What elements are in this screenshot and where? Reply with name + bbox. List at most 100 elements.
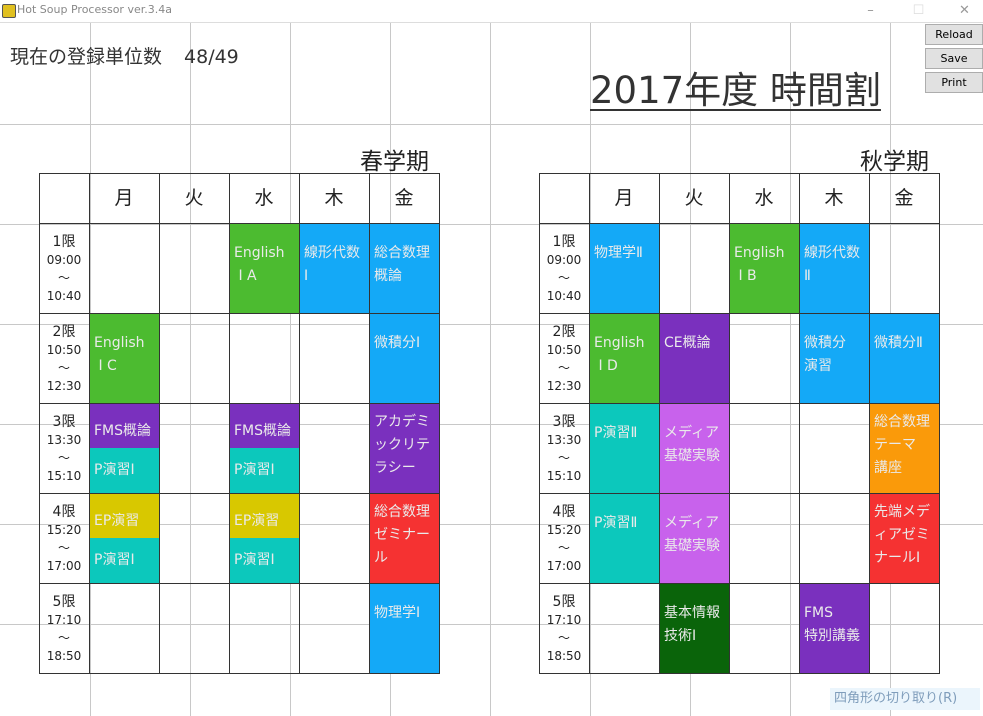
period-name: 1限 bbox=[552, 234, 576, 250]
period-end: 15:10 bbox=[46, 469, 82, 483]
table-border bbox=[659, 173, 660, 674]
class-cell[interactable]: FMS概論 bbox=[229, 403, 299, 448]
tooltip: 四角形の切り取り(R) bbox=[830, 688, 980, 710]
table-border bbox=[39, 493, 440, 494]
period-end: 10:40 bbox=[46, 289, 82, 303]
class-cell[interactable]: P演習Ⅱ bbox=[589, 493, 659, 583]
class-cell[interactable]: EP演習 bbox=[89, 493, 159, 538]
table-border bbox=[729, 173, 730, 674]
period-sep: ～ bbox=[57, 361, 70, 375]
class-cell[interactable]: 微積分Ⅱ bbox=[869, 313, 939, 403]
title-bar: Hot Soup Processor ver.3.4a – ☐ ✕ bbox=[0, 0, 983, 23]
grid-line bbox=[190, 23, 191, 716]
table-border bbox=[39, 673, 440, 674]
table-border bbox=[369, 173, 370, 674]
table-border bbox=[299, 173, 300, 674]
class-cell[interactable]: 先端メデ ィアゼミ ナールⅠ bbox=[869, 493, 939, 583]
class-cell[interactable]: 物理学Ⅰ bbox=[369, 583, 439, 673]
class-cell[interactable]: 物理学Ⅱ bbox=[589, 223, 659, 313]
units-value: 48/49 bbox=[184, 46, 239, 68]
class-cell[interactable]: CE概論 bbox=[659, 313, 729, 403]
period-name: 5限 bbox=[552, 594, 576, 610]
table-border bbox=[539, 313, 940, 314]
table-border bbox=[229, 173, 230, 674]
class-cell[interactable]: P演習Ⅰ bbox=[229, 448, 299, 493]
class-cell[interactable]: P演習Ⅰ bbox=[229, 538, 299, 583]
maximize-button[interactable]: ☐ bbox=[912, 3, 925, 18]
reload-button[interactable]: Reload bbox=[925, 24, 983, 45]
period-sep: ～ bbox=[57, 451, 70, 465]
period-label: 3限 13:30 ～ 15:10 bbox=[539, 403, 589, 493]
class-cell[interactable]: 基本情報 技術Ⅰ bbox=[659, 583, 729, 673]
period-end: 17:00 bbox=[46, 559, 82, 573]
period-start: 13:30 bbox=[546, 433, 582, 447]
table-border bbox=[539, 173, 540, 674]
table-border bbox=[799, 173, 800, 674]
minimize-button[interactable]: – bbox=[867, 3, 874, 18]
table-border bbox=[39, 223, 440, 224]
table-border bbox=[539, 493, 940, 494]
class-cell[interactable]: EP演習 bbox=[229, 493, 299, 538]
window-title: Hot Soup Processor ver.3.4a bbox=[17, 3, 172, 16]
class-cell[interactable]: 総合数理 概論 bbox=[369, 223, 439, 313]
class-cell[interactable]: 総合数理 ゼミナー ル bbox=[369, 493, 439, 583]
class-cell[interactable]: English I C bbox=[89, 313, 159, 403]
table-border bbox=[159, 173, 160, 674]
fall-term-title: 秋学期 bbox=[860, 149, 929, 175]
grid-line bbox=[0, 624, 983, 625]
day-header: 月 bbox=[114, 187, 134, 209]
period-end: 12:30 bbox=[46, 379, 82, 393]
period-start: 15:20 bbox=[46, 523, 82, 537]
day-header: 火 bbox=[184, 187, 204, 209]
grid-line bbox=[290, 23, 291, 716]
day-header: 水 bbox=[754, 187, 774, 209]
table-border bbox=[539, 223, 940, 224]
class-cell[interactable]: P演習Ⅱ bbox=[589, 403, 659, 493]
registered-units: 現在の登録単位数 48/49 bbox=[10, 42, 239, 69]
period-start: 13:30 bbox=[46, 433, 82, 447]
class-cell[interactable]: 微積分Ⅰ bbox=[369, 313, 439, 403]
class-cell[interactable]: アカデミ ックリテ ラシー bbox=[369, 403, 439, 493]
day-header: 金 bbox=[894, 187, 914, 209]
table-border bbox=[539, 403, 940, 404]
period-sep: ～ bbox=[557, 541, 570, 555]
period-sep: ～ bbox=[557, 631, 570, 645]
class-cell[interactable]: English I D bbox=[589, 313, 659, 403]
day-header: 木 bbox=[824, 187, 844, 209]
table-border bbox=[439, 173, 440, 674]
period-sep: ～ bbox=[57, 271, 70, 285]
print-button[interactable]: Print bbox=[925, 72, 983, 93]
class-cell[interactable]: メディア 基礎実験 bbox=[659, 493, 729, 583]
class-cell[interactable]: P演習Ⅰ bbox=[89, 448, 159, 493]
period-sep: ～ bbox=[57, 541, 70, 555]
class-cell[interactable]: メディア 基礎実験 bbox=[659, 403, 729, 493]
class-cell[interactable]: FMS 特別講義 bbox=[799, 583, 869, 673]
table-border bbox=[539, 173, 940, 174]
units-label: 現在の登録単位数 bbox=[10, 46, 163, 68]
day-header: 火 bbox=[684, 187, 704, 209]
class-cell[interactable]: English I A bbox=[229, 223, 299, 313]
spring-timetable: 月火水木金 1限 09:00 ～ 10:40 2限 10:50 ～ 12:30 3限 13:30 ～ 1… bbox=[39, 173, 440, 674]
save-button[interactable]: Save bbox=[925, 48, 983, 69]
grid-line bbox=[0, 324, 983, 325]
class-cell[interactable]: 総合数理 テーマ 講座 bbox=[869, 403, 939, 493]
period-label: 3限 13:30 ～ 15:10 bbox=[39, 403, 89, 493]
period-name: 5限 bbox=[52, 594, 76, 610]
grid-line bbox=[790, 23, 791, 716]
close-button[interactable]: ✕ bbox=[959, 3, 970, 18]
class-cell[interactable]: 微積分 演習 bbox=[799, 313, 869, 403]
table-border bbox=[939, 173, 940, 674]
period-end: 18:50 bbox=[46, 649, 82, 663]
class-cell[interactable]: P演習Ⅰ bbox=[89, 538, 159, 583]
period-label: 4限 15:20 ～ 17:00 bbox=[39, 493, 89, 583]
class-cell[interactable]: English I B bbox=[729, 223, 799, 313]
period-start: 09:00 bbox=[46, 253, 82, 267]
class-cell[interactable]: FMS概論 bbox=[89, 403, 159, 448]
grid-line bbox=[0, 524, 983, 525]
class-cell[interactable]: 線形代数 Ⅱ bbox=[799, 223, 869, 313]
table-border bbox=[39, 313, 440, 314]
table-border bbox=[39, 173, 40, 674]
table-border bbox=[539, 673, 940, 674]
table-border bbox=[869, 173, 870, 674]
class-cell[interactable]: 線形代数 Ⅰ bbox=[299, 223, 369, 313]
